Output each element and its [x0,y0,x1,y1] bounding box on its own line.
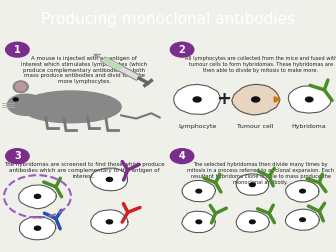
Circle shape [106,177,113,181]
Polygon shape [232,84,280,115]
Circle shape [196,220,202,224]
Text: Producing monoclonal antibodies: Producing monoclonal antibodies [41,12,295,27]
Polygon shape [182,211,215,233]
Circle shape [6,42,29,57]
Circle shape [193,97,201,102]
Text: All lymphocytes are collected from the mice and fused with
tumour cells to form : All lymphocytes are collected from the m… [184,56,336,73]
Circle shape [6,149,29,164]
Polygon shape [236,211,269,232]
Polygon shape [236,174,269,195]
Ellipse shape [13,81,28,92]
Text: The hybridomas are screened to find those which produce
antibodies which are com: The hybridomas are screened to find thos… [4,163,165,179]
Ellipse shape [21,91,121,123]
Circle shape [250,220,255,224]
Text: Lymphocyte: Lymphocyte [178,124,216,129]
Circle shape [170,42,194,57]
Circle shape [34,194,41,198]
Text: The selected hybridomas then divide many times by
mitosis in a process referred : The selected hybridomas then divide many… [187,163,334,185]
Circle shape [13,98,18,101]
Polygon shape [286,180,319,202]
Polygon shape [100,57,124,71]
Circle shape [196,189,202,193]
Text: 2: 2 [179,45,185,55]
Circle shape [250,183,255,186]
Polygon shape [18,185,56,209]
Circle shape [106,220,113,224]
Polygon shape [19,216,56,240]
Polygon shape [90,168,128,191]
Circle shape [300,189,305,193]
Polygon shape [91,210,128,233]
Ellipse shape [16,83,26,91]
Polygon shape [100,57,142,80]
Circle shape [170,149,194,164]
Polygon shape [174,84,220,114]
Text: A mouse is injected with an antigen of
interest which stimulates lymphocytes (wh: A mouse is injected with an antigen of i… [21,56,148,84]
Text: Hybridoma: Hybridoma [292,124,327,129]
Text: +: + [216,90,232,108]
Circle shape [305,97,313,102]
Ellipse shape [7,94,44,115]
Text: Tumour cell: Tumour cell [238,124,274,129]
Text: 3: 3 [14,151,21,161]
Circle shape [300,218,305,222]
Polygon shape [182,180,215,202]
Circle shape [252,97,260,102]
Polygon shape [288,86,331,113]
Text: 1: 1 [14,45,21,55]
Circle shape [34,226,41,230]
Polygon shape [285,209,320,230]
Text: 4: 4 [179,151,185,161]
